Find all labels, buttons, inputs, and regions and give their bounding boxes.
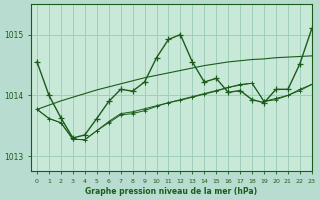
X-axis label: Graphe pression niveau de la mer (hPa): Graphe pression niveau de la mer (hPa) bbox=[85, 187, 258, 196]
